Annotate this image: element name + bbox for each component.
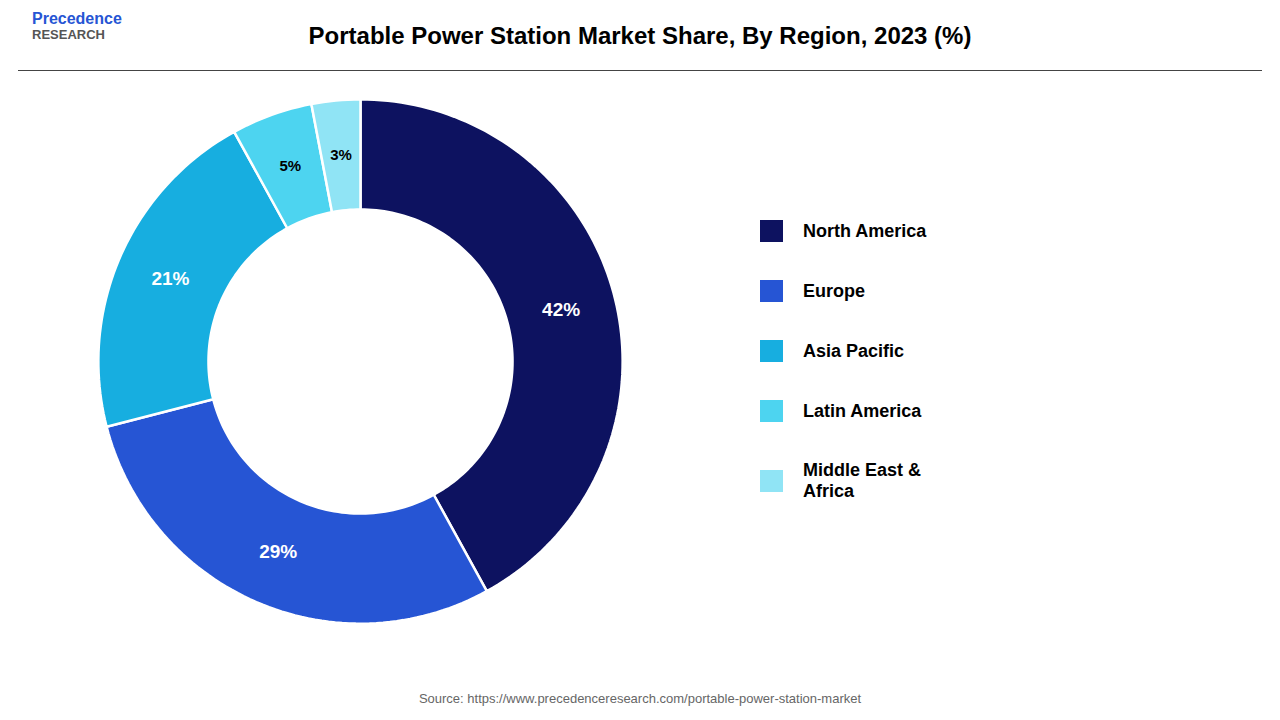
html-text:Middle East & Africa: Middle East & Africa [803,460,921,501]
svg-text:5%: 5% [280,157,302,174]
html-text:Latin America: Latin America [803,400,922,421]
svg-text:21%: 21% [151,268,189,289]
html-text:Asia Pacific: Asia Pacific [803,340,905,361]
svg-text:42%: 42% [542,299,580,320]
html-text:North America: North America [803,220,927,241]
svg-text:3%: 3% [330,146,352,163]
html-text:Source: https://www.precedence: Source: https://www.precedenceresearch.c… [418,691,862,706]
svg-text:29%: 29% [259,541,297,562]
html-text:Portable Power Station Market: Portable Power Station Market Share, By … [308,22,972,49]
html-text:Precedence: Precedence [32,10,122,27]
html-text:RESEARCH: RESEARCH [32,26,105,42]
html-text:Europe: Europe [803,280,865,301]
